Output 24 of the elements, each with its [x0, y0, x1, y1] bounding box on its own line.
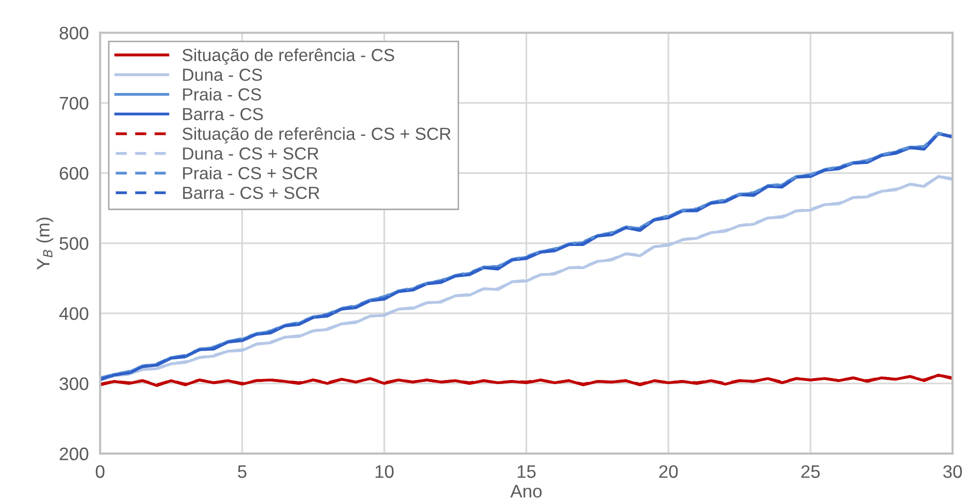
- x-tick-label: 5: [238, 465, 246, 478]
- legend-label: Praia - CS: [183, 88, 261, 101]
- y-tick-label: 300: [60, 377, 88, 390]
- x-tick-label: 25: [801, 465, 820, 478]
- legend-label: Praia - CS + SCR: [183, 166, 318, 180]
- x-tick-label: 0: [96, 465, 104, 478]
- legend-label: Duna - CS: [183, 68, 262, 81]
- x-axis-title: Ano: [510, 484, 542, 498]
- y-tick-label: 800: [60, 26, 88, 40]
- y-tick-label: 700: [60, 96, 88, 110]
- x-tick-label: 10: [376, 465, 394, 478]
- y-tick-label: 600: [60, 166, 88, 180]
- legend-label: Situação de referência - CS + SCR: [182, 127, 451, 144]
- legend-label: Barra - CS: [183, 108, 263, 120]
- y-tick-label: 400: [59, 307, 88, 320]
- y-axis-title: Y$_{B}$ (m): [36, 218, 54, 270]
- x-tick-label: 15: [518, 465, 536, 478]
- y-tick-label: 200: [60, 448, 88, 460]
- x-tick-label: 30: [943, 465, 962, 478]
- legend-label: Duna - CS + SCR: [183, 147, 318, 160]
- y-tick-label: 500: [60, 237, 88, 250]
- x-tick-label: 20: [659, 465, 678, 478]
- legend-label: Barra - CS + SCR: [183, 186, 320, 199]
- legend-label: Situação de referência - CS: [182, 48, 394, 65]
